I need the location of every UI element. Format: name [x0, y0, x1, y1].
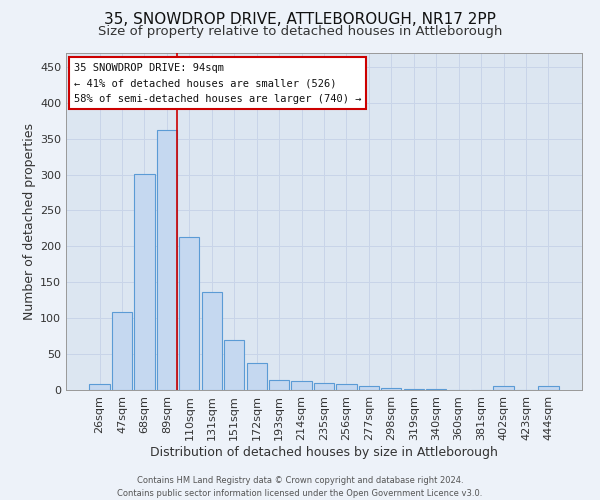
Bar [224, 340, 244, 390]
Text: 35, SNOWDROP DRIVE, ATTLEBOROUGH, NR17 2PP: 35, SNOWDROP DRIVE, ATTLEBOROUGH, NR17 2… [104, 12, 496, 28]
Bar [381, 388, 401, 390]
Bar [134, 174, 155, 390]
Text: 35 SNOWDROP DRIVE: 94sqm
← 41% of detached houses are smaller (526)
58% of semi-: 35 SNOWDROP DRIVE: 94sqm ← 41% of detach… [74, 62, 361, 104]
Text: Size of property relative to detached houses in Attleborough: Size of property relative to detached ho… [98, 25, 502, 38]
X-axis label: Distribution of detached houses by size in Attleborough: Distribution of detached houses by size … [150, 446, 498, 458]
Bar [538, 386, 559, 390]
Y-axis label: Number of detached properties: Number of detached properties [23, 122, 36, 320]
Text: Contains HM Land Registry data © Crown copyright and database right 2024.
Contai: Contains HM Land Registry data © Crown c… [118, 476, 482, 498]
Bar [247, 362, 267, 390]
Bar [337, 384, 356, 390]
Bar [202, 292, 222, 390]
Bar [292, 382, 311, 390]
Bar [359, 386, 379, 390]
Bar [314, 383, 334, 390]
Bar [157, 130, 177, 390]
Bar [89, 384, 110, 390]
Bar [493, 386, 514, 390]
Bar [269, 380, 289, 390]
Bar [404, 388, 424, 390]
Bar [179, 237, 199, 390]
Bar [112, 312, 132, 390]
